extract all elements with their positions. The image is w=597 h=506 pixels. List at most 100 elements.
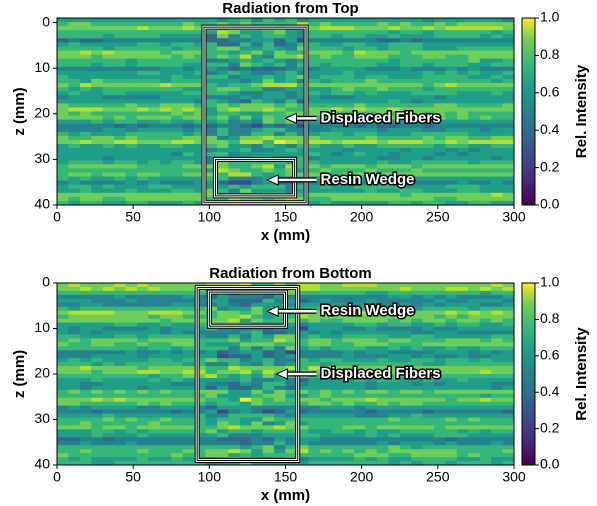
heatmap-cell (251, 307, 263, 311)
heatmap-cell (126, 425, 138, 429)
heatmap-cell (423, 319, 435, 323)
heatmap-cell (388, 406, 400, 410)
heatmap-cell (160, 128, 172, 133)
heatmap-cell (468, 398, 480, 402)
heatmap-cell (148, 177, 160, 182)
heatmap-cell (365, 346, 377, 350)
heatmap-cell (445, 311, 457, 315)
heatmap-cell (286, 128, 298, 133)
heatmap-cell (468, 311, 480, 315)
heatmap-cell (343, 358, 355, 362)
heatmap-cell (57, 46, 69, 51)
heatmap-cell (228, 445, 240, 449)
heatmap-cell (171, 366, 183, 370)
heatmap-cell (171, 429, 183, 433)
annotation-text: Displaced Fibers (321, 365, 441, 382)
heatmap-cell (114, 402, 126, 406)
heatmap-cell (217, 181, 229, 186)
heatmap-cell (434, 457, 446, 461)
heatmap-cell (365, 83, 377, 88)
heatmap-cell (434, 299, 446, 303)
heatmap-cell (160, 303, 172, 307)
heatmap-cell (137, 193, 149, 198)
heatmap-cell (400, 140, 412, 145)
heatmap-cell (160, 46, 172, 51)
heatmap-cell (171, 156, 183, 161)
heatmap-cell (377, 63, 389, 68)
heatmap-cell (217, 189, 229, 194)
heatmap-cell (206, 83, 218, 88)
heatmap-cell (343, 148, 355, 153)
heatmap-cell (114, 299, 126, 303)
heatmap-cell (343, 346, 355, 350)
heatmap-cell (343, 342, 355, 346)
heatmap-cell (91, 421, 103, 425)
heatmap-cell (114, 374, 126, 378)
heatmap-cell (206, 95, 218, 100)
heatmap-cell (126, 51, 138, 56)
heatmap-cell (251, 120, 263, 125)
heatmap-cell (171, 374, 183, 378)
heatmap-cell (445, 370, 457, 374)
heatmap-cell (491, 358, 503, 362)
heatmap-cell (68, 55, 80, 60)
heatmap-cell (217, 18, 229, 23)
heatmap-cell (171, 185, 183, 190)
heatmap-cell (137, 112, 149, 117)
heatmap-cell (423, 354, 435, 358)
heatmap-cell (308, 197, 320, 202)
heatmap-cell (103, 112, 115, 117)
heatmap-cell (365, 319, 377, 323)
heatmap-cell (468, 107, 480, 112)
heatmap-cell (91, 374, 103, 378)
heatmap-cell (68, 103, 80, 108)
heatmap-cell (365, 38, 377, 43)
heatmap-cell (445, 410, 457, 414)
heatmap-cell (491, 354, 503, 358)
heatmap-cell (377, 156, 389, 161)
heatmap-cell (445, 418, 457, 422)
heatmap-cell (80, 59, 92, 64)
heatmap-cell (217, 342, 229, 346)
heatmap-cell (434, 51, 446, 56)
heatmap-cell (388, 42, 400, 47)
heatmap-cell (80, 445, 92, 449)
heatmap-cell (183, 67, 195, 72)
heatmap-cell (251, 144, 263, 149)
heatmap-cell (434, 189, 446, 194)
heatmap-cell (491, 67, 503, 72)
heatmap-cell (103, 390, 115, 394)
heatmap-cell (411, 140, 423, 145)
heatmap-cell (274, 338, 286, 342)
heatmap-cell (91, 128, 103, 133)
heatmap-cell (228, 299, 240, 303)
heatmap-cell (388, 414, 400, 418)
heatmap-cell (343, 457, 355, 461)
heatmap-cell (137, 418, 149, 422)
heatmap-cell (183, 342, 195, 346)
heatmap-cell (388, 445, 400, 449)
heatmap-cell (171, 63, 183, 68)
heatmap-cell (445, 287, 457, 291)
heatmap-cell (183, 116, 195, 121)
heatmap-cell (171, 193, 183, 198)
heatmap-cell (57, 303, 69, 307)
heatmap-cell (263, 319, 275, 323)
heatmap-cell (80, 350, 92, 354)
heatmap-cell (251, 30, 263, 35)
heatmap-cell (331, 38, 343, 43)
heatmap-cell (68, 382, 80, 386)
heatmap-cell (503, 87, 515, 92)
annotation-text: Displaced Fibers (321, 109, 441, 126)
heatmap-cell (240, 315, 252, 319)
heatmap-cell (217, 148, 229, 153)
heatmap-cell (445, 38, 457, 43)
heatmap-cell (171, 128, 183, 133)
heatmap-cell (308, 433, 320, 437)
heatmap-cell (137, 295, 149, 299)
heatmap-cell (457, 390, 469, 394)
heatmap-cell (103, 386, 115, 390)
heatmap-cell (183, 394, 195, 398)
heatmap-cell (320, 79, 332, 84)
heatmap-cell (171, 350, 183, 354)
